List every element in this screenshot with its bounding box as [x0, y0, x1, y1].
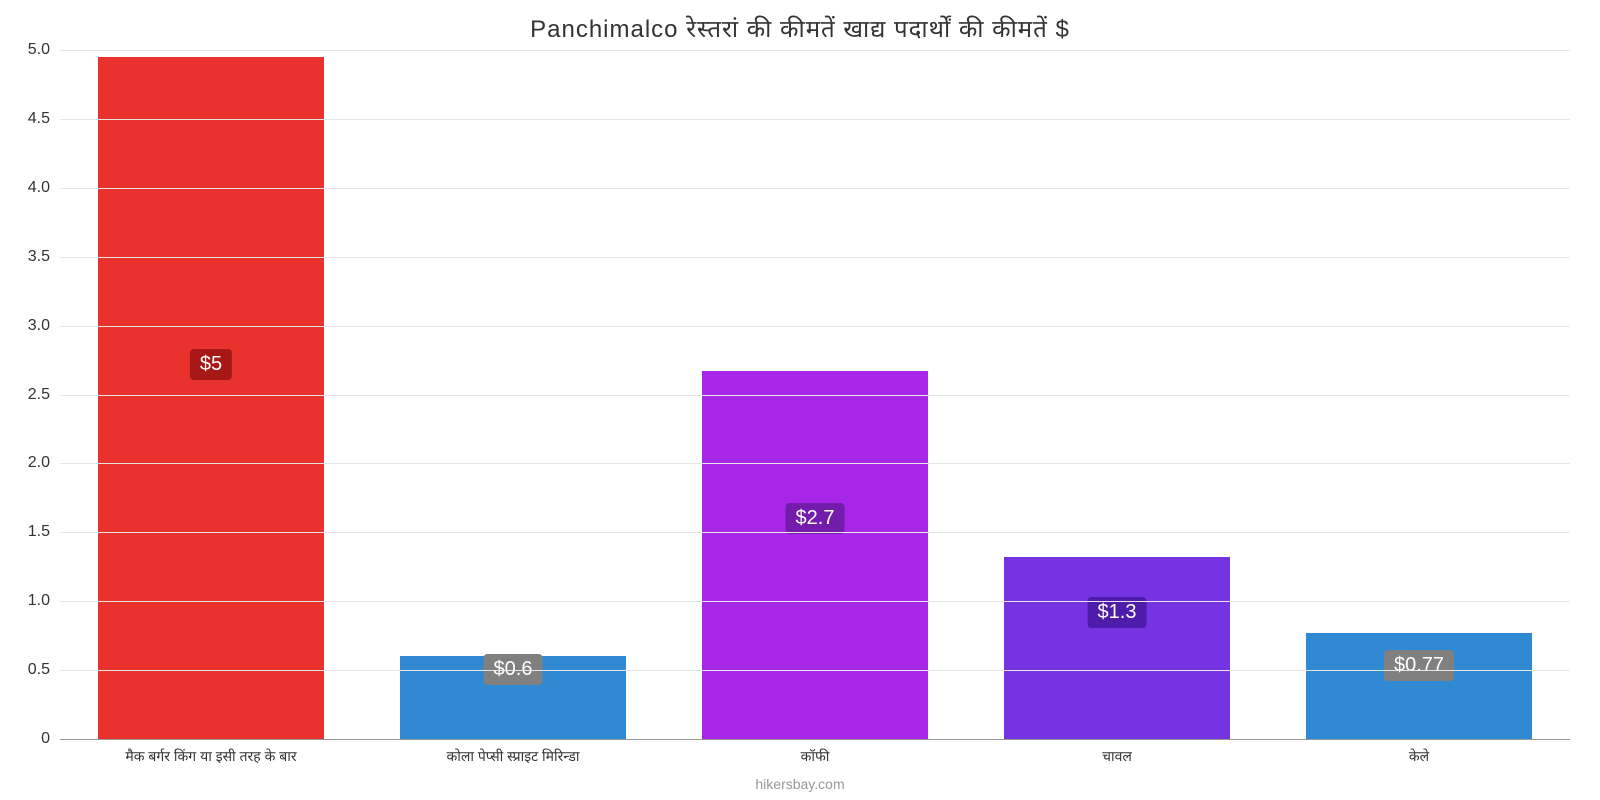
- chart-footer: hikersbay.com: [0, 776, 1600, 792]
- ytick-label: 2.5: [28, 386, 50, 404]
- ytick-label: 2.0: [28, 454, 50, 472]
- ytick-label: 4.5: [28, 110, 50, 128]
- gridline: [60, 532, 1570, 533]
- gridline: [60, 119, 1570, 120]
- bar: $1.3: [1004, 557, 1231, 739]
- xtick-label: चावल: [1102, 747, 1132, 766]
- bar-value-label: $0.77: [1384, 650, 1454, 681]
- xtick-label: केले: [1409, 747, 1429, 766]
- gridline: [60, 326, 1570, 327]
- chart-container: Panchimalco रेस्तरां की कीमतें खाद्य पदा…: [0, 0, 1600, 800]
- gridline: [60, 601, 1570, 602]
- ytick-label: 0: [41, 730, 50, 748]
- gridline: [60, 50, 1570, 51]
- xtick-label: कोला पेप्सी स्प्राइट मिरिन्डा: [446, 747, 579, 766]
- bar-value-label: $5: [190, 349, 232, 380]
- xtick-label: कॉफी: [801, 747, 830, 766]
- chart-title: Panchimalco रेस्तरां की कीमतें खाद्य पदा…: [0, 0, 1600, 45]
- ytick-label: 1.5: [28, 523, 50, 541]
- bar-value-label: $2.7: [786, 503, 845, 534]
- bar: $0.77: [1306, 633, 1533, 739]
- gridline: [60, 463, 1570, 464]
- ytick-label: 5.0: [28, 41, 50, 59]
- plot-area: $5मैक बर्गर किंग या इसी तरह के बार$0.6को…: [60, 50, 1570, 740]
- gridline: [60, 395, 1570, 396]
- ytick-label: 0.5: [28, 661, 50, 679]
- bar: $5: [98, 57, 325, 739]
- ytick-label: 3.5: [28, 248, 50, 266]
- ytick-label: 3.0: [28, 317, 50, 335]
- xtick-label: मैक बर्गर किंग या इसी तरह के बार: [125, 747, 296, 766]
- bar: $0.6: [400, 656, 627, 739]
- ytick-label: 1.0: [28, 592, 50, 610]
- gridline: [60, 257, 1570, 258]
- gridline: [60, 188, 1570, 189]
- ytick-label: 4.0: [28, 179, 50, 197]
- gridline: [60, 670, 1570, 671]
- bar: $2.7: [702, 371, 929, 739]
